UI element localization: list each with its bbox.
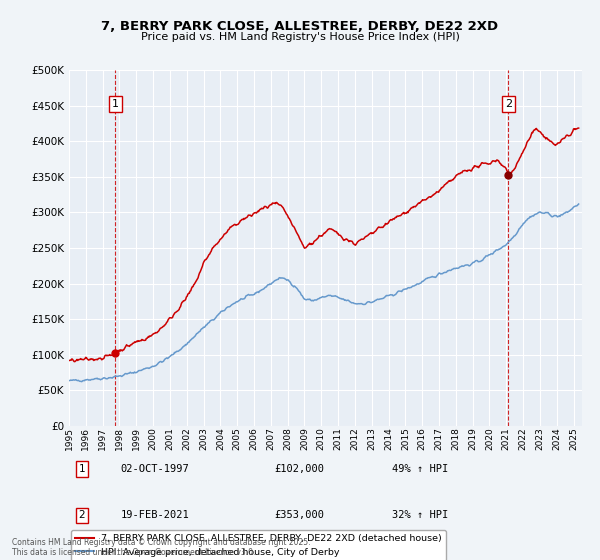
Text: 7, BERRY PARK CLOSE, ALLESTREE, DERBY, DE22 2XD: 7, BERRY PARK CLOSE, ALLESTREE, DERBY, D… <box>101 20 499 32</box>
Text: Contains HM Land Registry data © Crown copyright and database right 2025.
This d: Contains HM Land Registry data © Crown c… <box>12 538 311 557</box>
Text: £102,000: £102,000 <box>274 464 324 474</box>
Text: 19-FEB-2021: 19-FEB-2021 <box>121 510 189 520</box>
Text: 1: 1 <box>79 464 85 474</box>
Text: 2: 2 <box>79 510 85 520</box>
Text: 32% ↑ HPI: 32% ↑ HPI <box>392 510 448 520</box>
Text: 1: 1 <box>112 99 119 109</box>
Text: Price paid vs. HM Land Registry's House Price Index (HPI): Price paid vs. HM Land Registry's House … <box>140 32 460 43</box>
Text: £353,000: £353,000 <box>274 510 324 520</box>
Text: 02-OCT-1997: 02-OCT-1997 <box>121 464 189 474</box>
Legend: 7, BERRY PARK CLOSE, ALLESTREE, DERBY, DE22 2XD (detached house), HPI: Average p: 7, BERRY PARK CLOSE, ALLESTREE, DERBY, D… <box>71 530 446 560</box>
Text: 2: 2 <box>505 99 512 109</box>
Text: 49% ↑ HPI: 49% ↑ HPI <box>392 464 448 474</box>
